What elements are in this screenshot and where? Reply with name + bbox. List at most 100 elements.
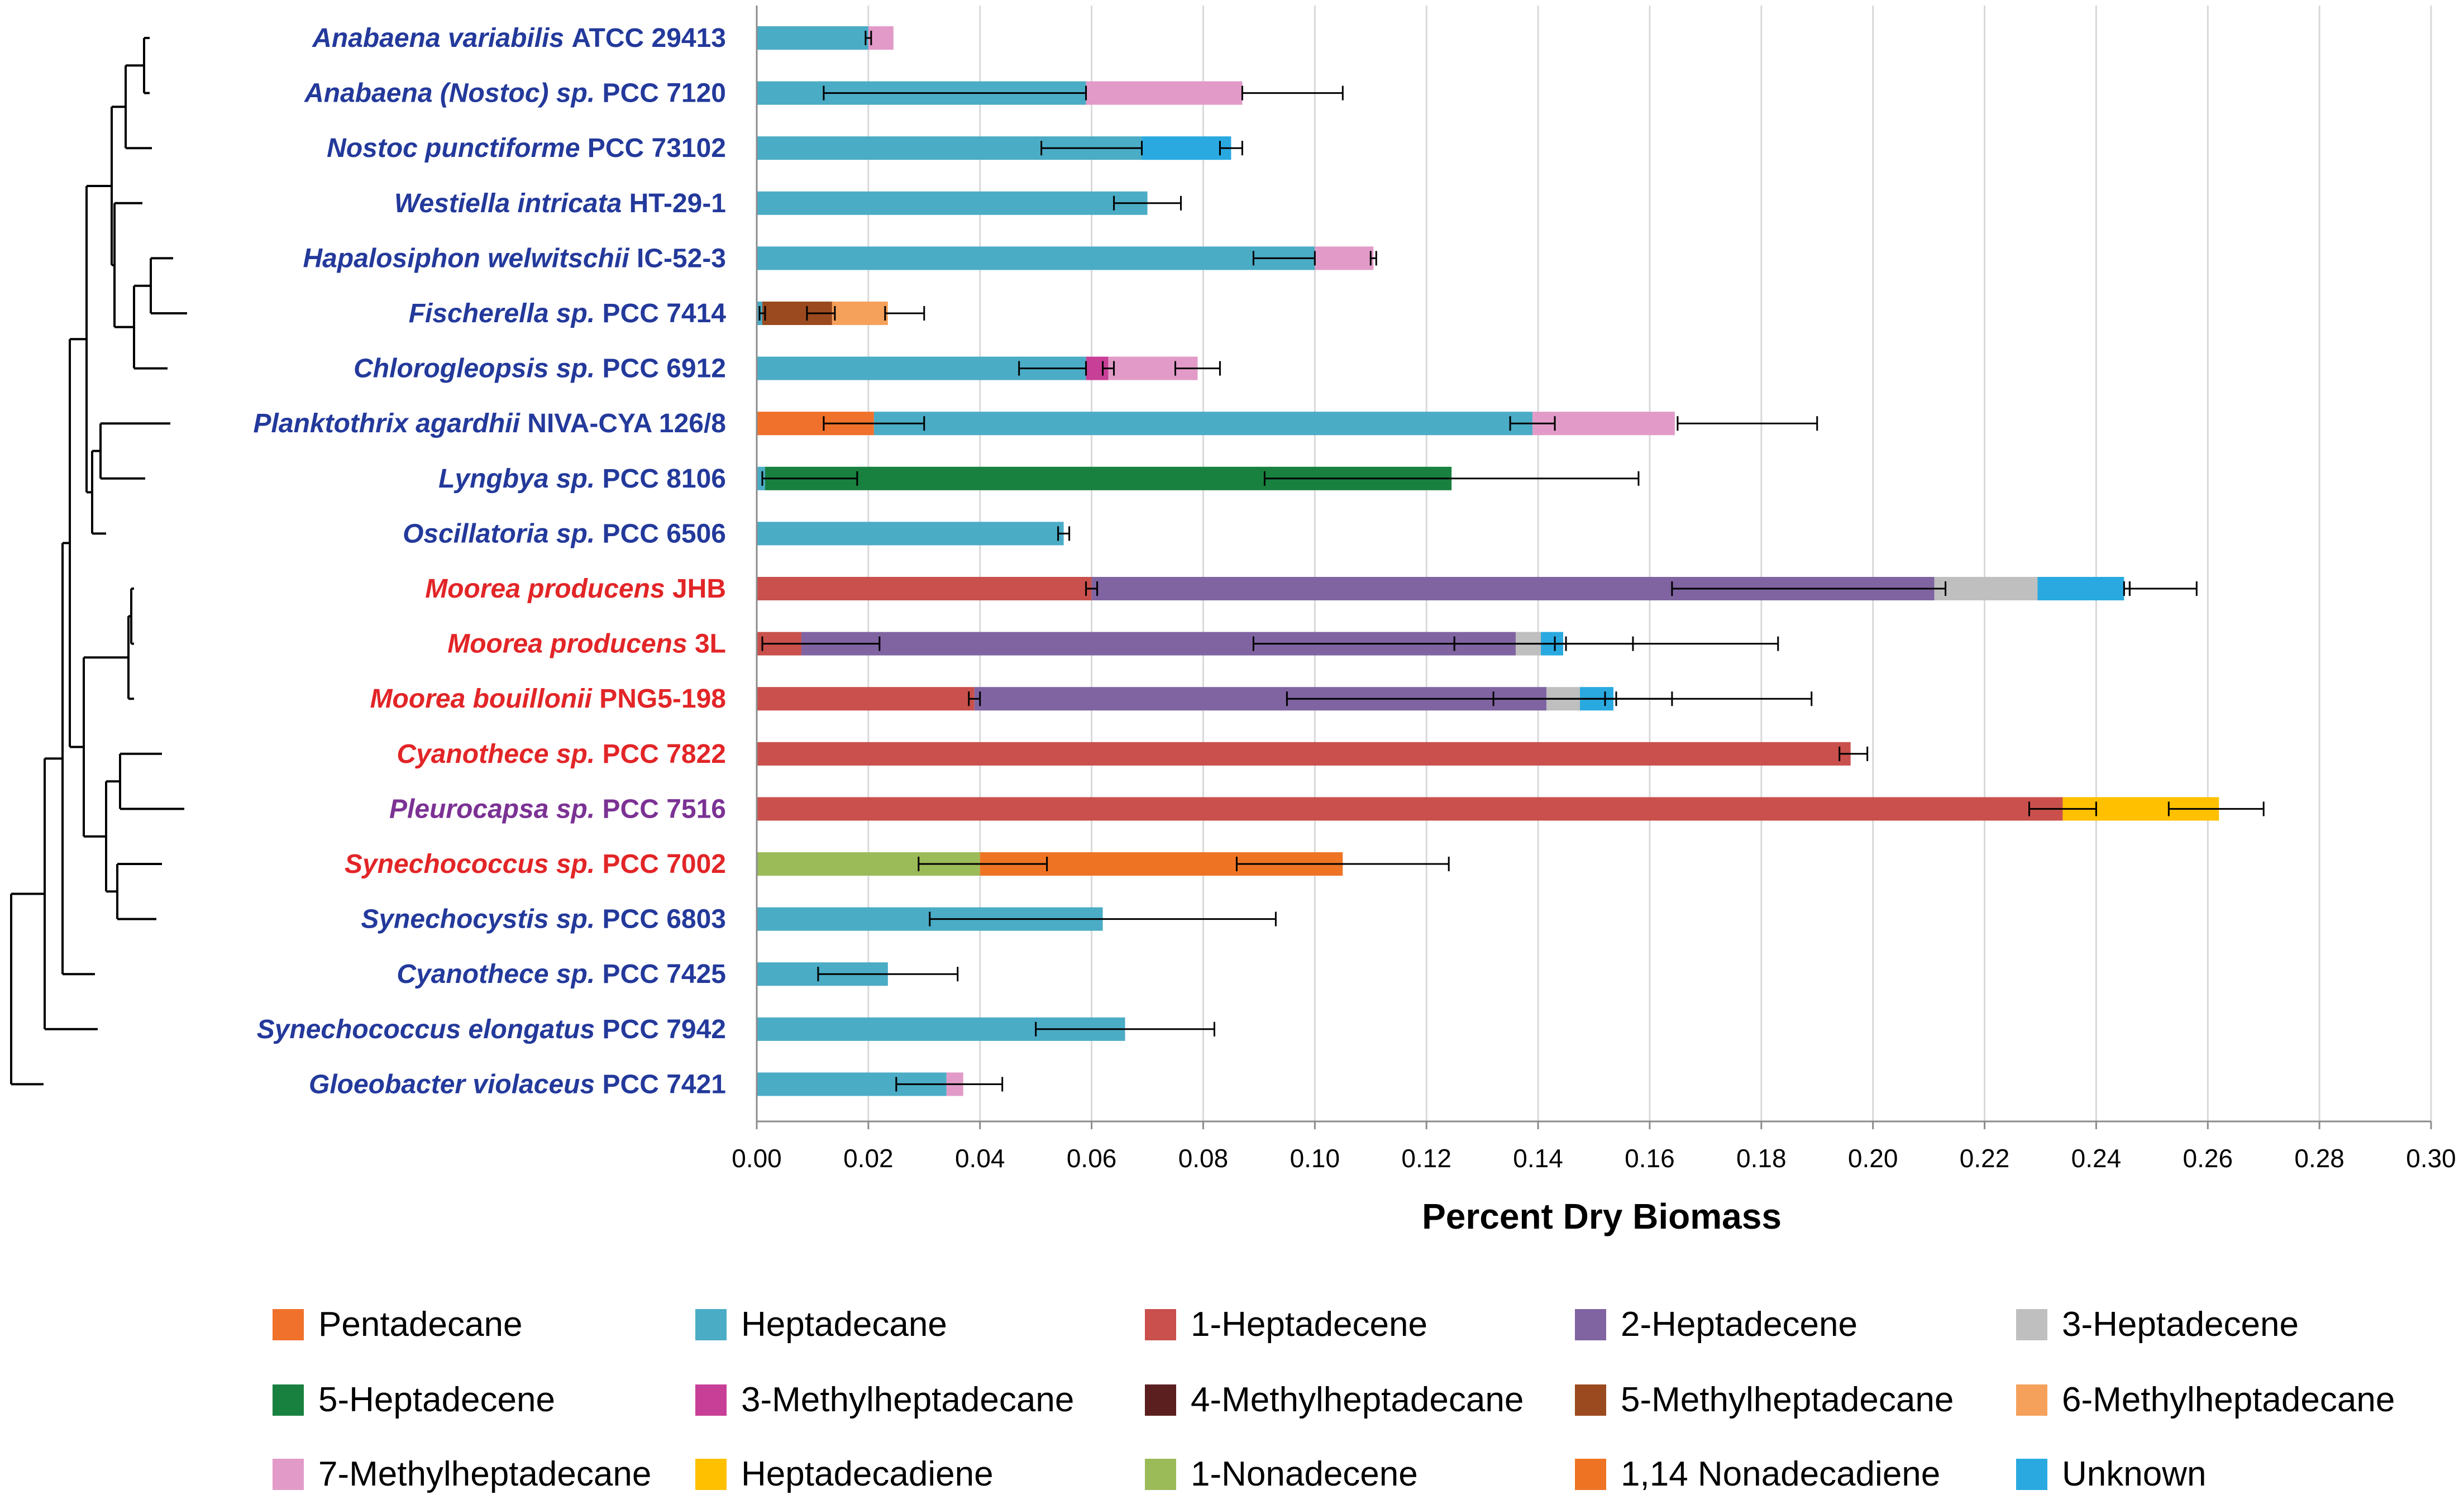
error-bar — [1369, 251, 1377, 266]
error-bar — [1235, 857, 1450, 871]
legend-swatch — [1575, 1309, 1606, 1340]
legend-swatch — [2016, 1459, 2047, 1490]
strain-id: PCC 6803 — [603, 905, 726, 934]
x-tick-label: 0.10 — [1290, 1144, 1340, 1173]
species-name: Cyanothece sp. — [397, 959, 602, 989]
row-label: Synechocystis sp. PCC 6803 — [361, 905, 726, 934]
legend: Pentadecane Heptadecane 1-Heptadecene 2-Hep… — [273, 1305, 2395, 1493]
x-tick-label: 0.06 — [1067, 1144, 1117, 1173]
row-label: Chlorogleopsis sp. PCC 6912 — [354, 354, 726, 384]
bar-segment — [757, 742, 1851, 766]
legend-swatch — [1145, 1309, 1176, 1340]
error-bar — [1252, 251, 1316, 266]
error-bar — [1057, 526, 1071, 541]
error-bar — [2128, 581, 2198, 596]
bar-segment — [757, 797, 2063, 821]
x-tick-label: 0.14 — [1513, 1144, 1563, 1173]
species-name: Synechococcus sp. — [345, 849, 603, 879]
row-label: Westiella intricata HT-29-1 — [394, 189, 726, 218]
phylogenetic-tree — [10, 37, 187, 1086]
error-bar — [823, 85, 1087, 101]
species-name: Nostoc punctiforme — [327, 133, 588, 163]
legend-item: 1-Heptadecene — [1145, 1305, 1427, 1344]
legend-label: 3-Methylheptadecane — [741, 1381, 1074, 1419]
error-bar — [758, 306, 766, 321]
legend-item: 4-Methylheptadecane — [1145, 1381, 1524, 1419]
strain-id: PCC 6912 — [603, 354, 726, 384]
error-bar — [1241, 85, 1344, 101]
error-bars-layer — [758, 31, 2265, 1092]
strain-id: PCC 7002 — [603, 849, 726, 879]
error-bar — [929, 911, 1277, 927]
legend-label: Unknown — [2062, 1455, 2206, 1493]
legend-swatch — [1145, 1459, 1176, 1490]
row-label: Nostoc punctiforme PCC 73102 — [327, 133, 726, 163]
row-label: Fischerella sp. PCC 7414 — [409, 299, 727, 328]
gridlines — [867, 6, 2432, 1121]
legend-item: 3-Methylheptadecane — [695, 1381, 1074, 1419]
error-bar — [884, 306, 925, 321]
species-name: Anabaena variabilis — [312, 23, 571, 53]
bar-segment — [1532, 412, 1675, 436]
bar-segment — [1315, 246, 1374, 270]
legend-label: 3-Heptadecene — [2062, 1305, 2299, 1344]
species-name: Moorea producens — [425, 574, 672, 604]
error-bar — [1839, 746, 1869, 761]
legend-item: Heptadecane — [695, 1305, 947, 1344]
x-tick-label: 0.08 — [1178, 1144, 1229, 1173]
error-bar — [918, 857, 1048, 871]
x-tick-label: 0.26 — [2183, 1144, 2233, 1173]
bar-segment — [757, 246, 1315, 270]
bar-segment — [1086, 81, 1243, 105]
species-name: Moorea producens — [447, 629, 695, 659]
bar-segment — [757, 577, 1092, 600]
x-tick-label: 0.18 — [1736, 1144, 1787, 1173]
legend-label: 5-Methylheptadecane — [1621, 1381, 1954, 1419]
x-tick-label: 0.04 — [955, 1144, 1005, 1173]
bar-segment — [868, 26, 894, 50]
legend-item: Unknown — [2016, 1455, 2206, 1493]
x-tick-label: 0.16 — [1625, 1144, 1675, 1173]
strain-id: PCC 8106 — [603, 464, 726, 494]
error-bar — [1492, 691, 1673, 706]
legend-swatch — [273, 1384, 304, 1416]
legend-item: Pentadecane — [273, 1305, 522, 1344]
x-tick-label: 0.30 — [2406, 1144, 2456, 1173]
error-bar — [865, 31, 872, 45]
error-bar — [1018, 361, 1087, 376]
row-label: Hapalosiphon welwitschii IC-52-3 — [303, 243, 726, 273]
error-bar — [817, 967, 959, 982]
legend-item: 2-Heptadecene — [1575, 1305, 1857, 1344]
bar-segment — [2037, 577, 2124, 600]
species-name: Anabaena (Nostoc) sp. — [304, 79, 602, 108]
legend-label: 7-Methylheptadecane — [318, 1455, 651, 1493]
legend-label: Heptadecadiene — [741, 1455, 994, 1493]
species-name: Chlorogleopsis sp. — [354, 354, 602, 384]
legend-item: 3-Heptadecene — [2016, 1305, 2299, 1344]
error-bar — [895, 1077, 1004, 1092]
bar-segment — [757, 26, 868, 50]
error-bar — [1677, 416, 1818, 431]
legend-label: 5-Heptadecene — [318, 1381, 555, 1419]
legend-swatch — [273, 1459, 304, 1490]
x-tick-label: 0.24 — [2071, 1144, 2122, 1173]
error-bar — [1113, 195, 1182, 211]
strain-id: PCC 7421 — [603, 1069, 726, 1099]
legend-item: 6-Methylheptadecane — [2016, 1381, 2395, 1419]
species-name: Synechocystis sp. — [361, 905, 602, 934]
error-bar — [1604, 691, 1617, 706]
row-label: Gloeobacter violaceus PCC 7421 — [309, 1069, 726, 1099]
row-label: Cyanothece sp. PCC 7425 — [397, 959, 726, 989]
legend-swatch — [2016, 1309, 2047, 1340]
legend-swatch — [1575, 1384, 1606, 1416]
strain-labels: Anabaena variabilis ATCC 29413 Anabaena (… — [254, 23, 727, 1099]
row-label: Moorea bouillonii PNG5-198 — [370, 684, 726, 714]
row-label: Synechococcus sp. PCC 7002 — [345, 849, 726, 879]
bar-segment — [757, 191, 1148, 215]
row-label: Cyanothece sp. PCC 7822 — [397, 739, 726, 769]
row-label: Moorea producens 3L — [447, 629, 726, 659]
species-name: Oscillatoria sp. — [403, 519, 602, 548]
row-label: Anabaena (Nostoc) sp. PCC 7120 — [304, 79, 726, 108]
x-axis-title: Percent Dry Biomass — [1422, 1196, 1782, 1236]
x-tick-label: 0.00 — [732, 1144, 782, 1173]
